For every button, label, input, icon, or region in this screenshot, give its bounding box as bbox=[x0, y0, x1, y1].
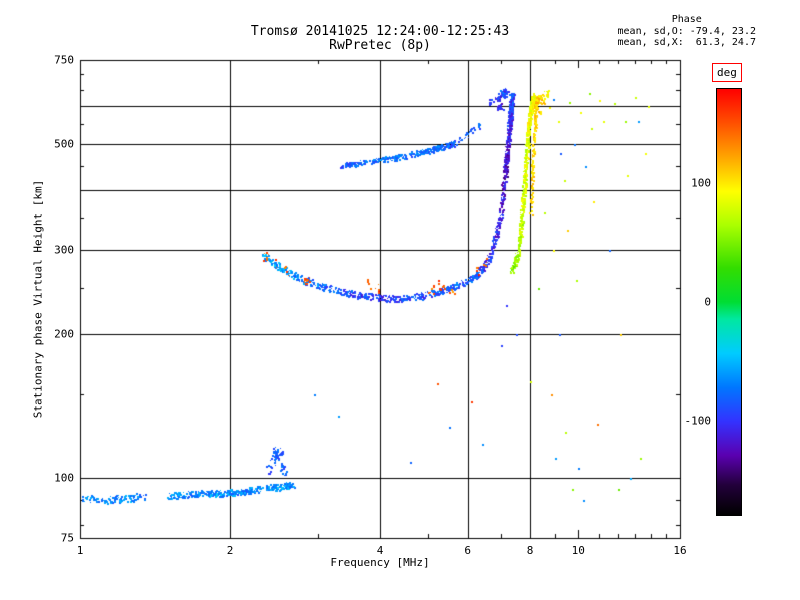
phase-stats-block: Phase mean, sd,O: -79.4, 23.2 mean, sd,X… bbox=[618, 14, 756, 49]
x-tick-label: 1 bbox=[76, 544, 84, 557]
chart-title: Tromsø 20141025 12:24:00-12:25:43 bbox=[250, 24, 510, 39]
phase-stats-x-mode: mean, sd,X: 61.3, 24.7 bbox=[617, 37, 756, 48]
colorbar-unit-label: deg bbox=[712, 63, 742, 82]
y-tick-label: 75 bbox=[60, 531, 74, 545]
y-tick-label: 200 bbox=[54, 327, 74, 341]
y-tick-label: 500 bbox=[54, 137, 74, 151]
x-tick-label: 10 bbox=[571, 544, 585, 557]
y-tick-label: 100 bbox=[54, 471, 74, 485]
chart-subtitle: RwPretec (8p) bbox=[329, 38, 431, 53]
phase-colorbar bbox=[716, 88, 742, 516]
colorbar-tick-label: -100 bbox=[684, 414, 712, 428]
x-tick-label: 2 bbox=[226, 544, 234, 557]
x-tick-label: 16 bbox=[673, 544, 687, 557]
phase-stats-heading: Phase bbox=[671, 14, 702, 25]
colorbar-tick-label: 0 bbox=[704, 295, 711, 309]
phase-stats-o-mode: mean, sd,O: -79.4, 23.2 bbox=[617, 25, 756, 37]
y-tick-label: 750 bbox=[54, 53, 74, 67]
colorbar-tick-label: 100 bbox=[691, 176, 711, 190]
y-tick-label: 300 bbox=[54, 243, 74, 257]
y-axis-label: Stationary phase Virtual Height [km] bbox=[31, 179, 45, 419]
x-tick-label: 8 bbox=[526, 544, 534, 557]
x-tick-label: 6 bbox=[464, 544, 472, 557]
x-axis-label: Frequency [MHz] bbox=[330, 556, 430, 569]
x-tick-label: 4 bbox=[376, 544, 384, 557]
